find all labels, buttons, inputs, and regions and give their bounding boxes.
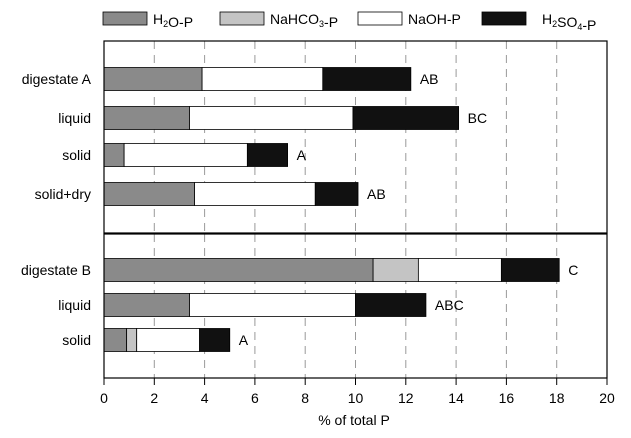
bar-segment-h2so4-p: [314, 182, 359, 206]
bar-segment-h2so4-p: [322, 67, 412, 91]
bar-segment-h2o-p: [103, 67, 203, 91]
category-label: solid: [62, 147, 91, 163]
category-label: solid+dry: [35, 186, 91, 202]
legend-swatch-4: [481, 11, 527, 26]
significance-label: AB: [420, 71, 439, 87]
significance-label: BC: [468, 110, 487, 126]
significance-label: AB: [367, 186, 386, 202]
legend-swatch-2: [219, 11, 265, 26]
x-tick-label: 14: [448, 390, 464, 406]
legend-label-4: H2SO4-P: [542, 11, 596, 33]
bar-segment-h2so4-p: [500, 258, 560, 282]
bar-segment-h2o-p: [103, 143, 125, 167]
bar-segment-naoh-p: [194, 182, 316, 206]
x-tick-label: 10: [348, 390, 364, 406]
legend-label-1: H2O-P: [153, 11, 193, 30]
legend: H2O-P NaHCO3-P NaOH-P H2SO4-P: [102, 11, 596, 33]
significance-label: C: [568, 262, 578, 278]
x-tick-label: 20: [599, 390, 615, 406]
x-tick-label: 8: [301, 390, 309, 406]
bar-segment-naoh-p: [189, 106, 354, 130]
x-tick-label: 2: [150, 390, 158, 406]
x-tick-label: 12: [398, 390, 414, 406]
category-label: digestate B: [21, 262, 91, 278]
panel-frame-1: [103, 40, 608, 234]
bar-segment-h2so4-p: [246, 143, 288, 167]
x-axis-title: % of total P: [318, 412, 390, 428]
significance-label: A: [297, 147, 307, 163]
bar-segment-nahco3-p: [372, 258, 419, 282]
legend-swatch-1: [102, 11, 148, 26]
x-tick-label: 6: [251, 390, 259, 406]
category-label: solid: [62, 332, 91, 348]
bar-segment-h2o-p: [103, 106, 190, 130]
legend-label-3: NaOH-P: [408, 11, 461, 27]
legend-label-2: NaHCO3-P: [270, 11, 338, 30]
bar-segment-naoh-p: [201, 67, 324, 91]
bar-segment-h2o-p: [103, 258, 374, 282]
bar-segment-naoh-p: [417, 258, 502, 282]
bar-segment-h2so4-p: [199, 328, 231, 352]
category-label: liquid: [58, 297, 91, 313]
legend-swatch-3: [357, 11, 403, 26]
bar-segment-h2o-p: [103, 293, 190, 317]
significance-label: A: [239, 332, 249, 348]
bar-segment-naoh-p: [136, 328, 200, 352]
x-tick-label: 18: [549, 390, 565, 406]
grid: [153, 41, 558, 378]
bar-segment-nahco3-p: [126, 328, 138, 352]
x-axis: 0 2 4 6 8 10 12 14 16 18 20: [100, 378, 615, 406]
x-tick-label: 16: [499, 390, 515, 406]
bar-segment-h2so4-p: [352, 106, 460, 130]
x-tick-label: 0: [100, 390, 108, 406]
x-tick-label: 4: [201, 390, 209, 406]
category-label: digestate A: [22, 71, 92, 87]
bar-segment-h2so4-p: [355, 293, 427, 317]
bar-segment-naoh-p: [189, 293, 356, 317]
significance-label: ABC: [435, 297, 464, 313]
category-label: liquid: [58, 110, 91, 126]
bar-segment-naoh-p: [123, 143, 248, 167]
bar-segment-h2o-p: [103, 328, 128, 352]
bar-segment-h2o-p: [103, 182, 195, 206]
